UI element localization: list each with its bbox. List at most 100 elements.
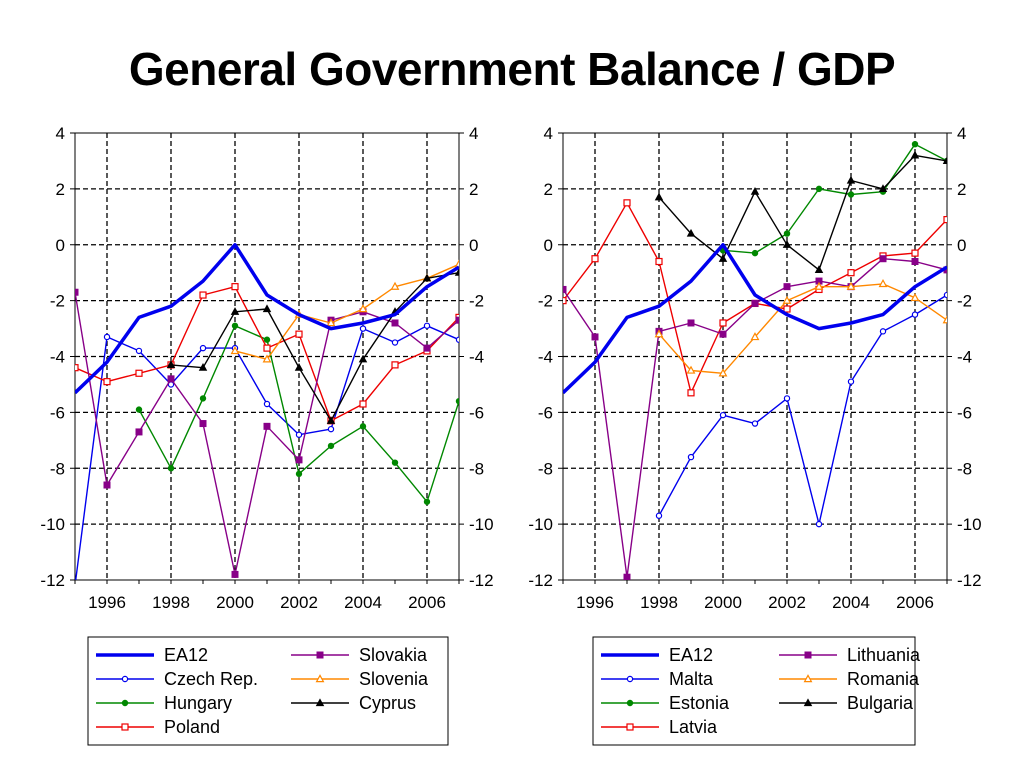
data-point xyxy=(326,318,336,327)
y-tick-label-left: -12 xyxy=(40,571,65,590)
series-line-ea12 xyxy=(563,243,947,395)
data-point xyxy=(230,307,240,315)
legend-label: Slovenia xyxy=(359,669,429,689)
data-point xyxy=(911,258,919,266)
data-point xyxy=(230,346,240,355)
data-point xyxy=(718,368,728,377)
y-tick-label-left: -6 xyxy=(538,403,553,422)
y-tick-label-right: 0 xyxy=(957,236,966,255)
data-point xyxy=(135,406,143,413)
data-point xyxy=(135,428,143,436)
data-point xyxy=(167,375,175,383)
series-line-estonia xyxy=(722,143,947,254)
legend-label: Malta xyxy=(669,669,714,689)
data-point xyxy=(359,400,367,408)
data-point xyxy=(359,325,367,332)
data-point xyxy=(591,333,599,341)
data-point xyxy=(750,187,760,195)
y-tick-label-right: 2 xyxy=(957,180,966,199)
data-point xyxy=(199,420,207,428)
series-line-ea12 xyxy=(75,243,459,395)
data-point xyxy=(358,354,368,363)
y-tick-label-right: 4 xyxy=(957,124,966,143)
data-point xyxy=(942,156,947,165)
data-point xyxy=(686,228,696,237)
legend-marker xyxy=(626,675,634,683)
data-point xyxy=(623,573,631,580)
data-point xyxy=(782,240,792,248)
y-tick-label-left: 4 xyxy=(544,124,553,143)
data-point xyxy=(846,175,856,184)
legend-label: Romania xyxy=(847,669,920,689)
y-tick-label-right: -8 xyxy=(469,459,484,478)
legend-marker xyxy=(803,698,813,707)
data-point xyxy=(911,311,919,318)
legend-label: EA12 xyxy=(669,645,713,665)
x-tick-label: 2004 xyxy=(344,593,382,612)
x-tick-label: 2006 xyxy=(896,593,934,612)
y-tick-label-left: -12 xyxy=(528,571,553,590)
y-tick-label-left: -4 xyxy=(538,348,553,367)
legend-marker xyxy=(626,699,634,707)
data-point xyxy=(135,347,143,355)
data-point xyxy=(391,361,399,369)
series-line-cyprus xyxy=(170,272,459,422)
y-tick-label-right: -12 xyxy=(957,571,982,590)
data-point xyxy=(103,378,111,386)
data-point xyxy=(910,292,920,302)
data-point xyxy=(423,322,431,329)
data-point xyxy=(942,315,947,324)
x-tick-label: 1998 xyxy=(152,593,190,612)
data-point xyxy=(686,365,696,374)
data-point xyxy=(783,230,791,237)
data-point xyxy=(295,470,303,478)
data-point xyxy=(455,336,459,343)
data-point xyxy=(231,322,239,329)
data-point xyxy=(359,423,367,430)
y-tick-label-right: -8 xyxy=(957,459,972,478)
data-point xyxy=(358,304,368,313)
y-tick-label-right: -2 xyxy=(469,292,484,311)
data-point xyxy=(295,456,303,464)
data-point xyxy=(423,498,431,505)
data-point xyxy=(751,249,759,257)
data-point xyxy=(591,255,599,263)
data-point xyxy=(719,411,727,419)
slide-title: General Government Balance / GDP xyxy=(128,43,896,95)
data-point xyxy=(751,420,759,427)
data-point xyxy=(75,364,79,372)
legend-marker xyxy=(121,723,129,731)
x-tick-label: 2002 xyxy=(280,593,318,612)
y-tick-label-left: -2 xyxy=(50,292,65,311)
y-tick-label-left: 4 xyxy=(56,124,65,143)
data-point xyxy=(167,465,175,472)
x-tick-label: 2004 xyxy=(832,593,870,612)
data-point xyxy=(654,329,664,338)
y-tick-label-left: 0 xyxy=(56,236,65,255)
data-point xyxy=(878,279,888,288)
data-point xyxy=(783,395,791,402)
y-tick-label-left: -4 xyxy=(50,348,65,367)
y-tick-label-right: -10 xyxy=(469,515,494,534)
x-tick-label: 1998 xyxy=(640,593,678,612)
legend-label: Hungary xyxy=(164,693,232,713)
y-tick-label-left: 0 xyxy=(544,236,553,255)
data-point xyxy=(199,344,207,352)
data-point xyxy=(390,281,400,290)
data-point xyxy=(231,570,239,578)
y-tick-label-right: -12 xyxy=(469,571,494,590)
data-point xyxy=(879,255,887,263)
data-point xyxy=(911,249,919,257)
data-point xyxy=(654,192,664,201)
data-point xyxy=(199,395,207,402)
y-tick-label-left: -6 xyxy=(50,403,65,422)
series-line-slovenia xyxy=(234,263,459,360)
legend-label: Estonia xyxy=(669,693,730,713)
data-point xyxy=(655,257,663,266)
y-tick-label-left: 2 xyxy=(56,180,65,199)
data-point xyxy=(750,332,760,341)
data-point xyxy=(263,336,271,343)
y-tick-label-right: 4 xyxy=(469,124,478,143)
x-tick-label: 1996 xyxy=(88,593,126,612)
